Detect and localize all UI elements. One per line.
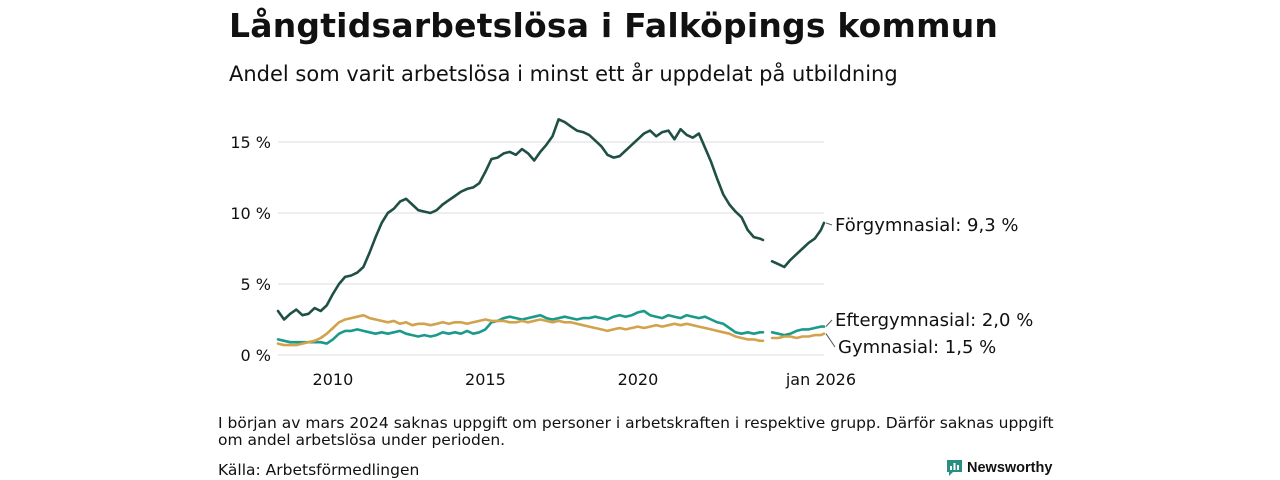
- x-tick-label: 2010: [313, 370, 354, 389]
- series-end-label-eftergymnasial: Eftergymnasial: 2,0 %: [835, 310, 1033, 331]
- x-tick-label: 2020: [618, 370, 659, 389]
- label-leader: [825, 319, 833, 327]
- footnote: I början av mars 2024 saknas uppgift om …: [218, 414, 1054, 449]
- chart-subtitle: Andel som varit arbetslösa i minst ett å…: [229, 62, 898, 86]
- x-tick-label: jan 2026: [785, 370, 856, 389]
- series-end-labels: Förgymnasial: 9,3 % Eftergymnasial: 2,0 %…: [825, 215, 1033, 358]
- brand-name: Newsworthy: [967, 460, 1053, 476]
- y-tick-label: 10 %: [230, 204, 271, 223]
- label-leader: [825, 222, 833, 226]
- series-end-label-gymnasial: Gymnasial: 1,5 %: [838, 337, 996, 358]
- y-tick-label: 15 %: [230, 133, 271, 152]
- gridlines: [278, 141, 824, 356]
- y-tick-label: 0 %: [241, 346, 271, 365]
- series-line-eftergymnasial: [276, 309, 826, 345]
- line-chart: 0 % 5 % 10 % 15 % 2010 2015 2020 jan 2026 Förgy…: [230, 118, 1033, 389]
- series-lines: [276, 118, 826, 347]
- y-tick-label: 5 %: [241, 275, 271, 294]
- source-text: Källa: Arbetsförmedlingen: [218, 461, 420, 479]
- series-line-forgymnasial: [276, 118, 826, 321]
- newsworthy-logo[interactable]: Newsworthy: [946, 459, 1052, 477]
- label-leader: [825, 333, 836, 348]
- series-line-gymnasial: [276, 313, 826, 347]
- series-end-label-forgymnasial: Förgymnasial: 9,3 %: [835, 215, 1019, 236]
- axis-labels: 0 % 5 % 10 % 15 % 2010 2015 2020 jan 2026: [230, 133, 856, 389]
- chart-title: Långtidsarbetslösa i Falköpings kommun: [229, 6, 999, 45]
- bar-chart-icon: [947, 460, 962, 476]
- x-tick-label: 2015: [465, 370, 506, 389]
